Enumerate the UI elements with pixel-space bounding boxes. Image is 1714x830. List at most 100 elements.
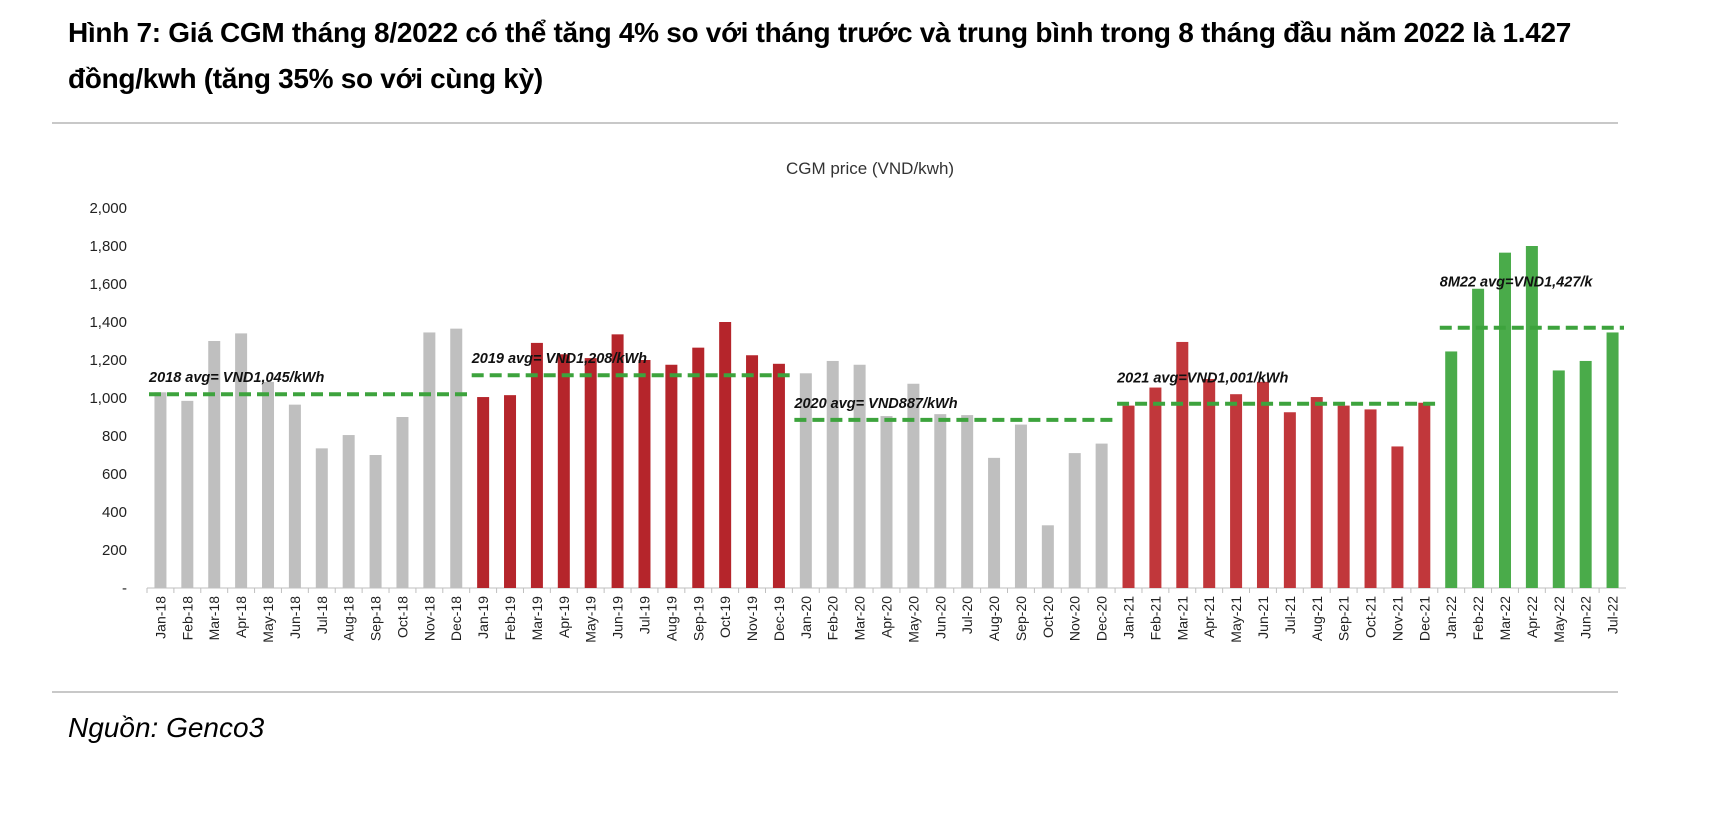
average-lines: 2018 avg= VND1,045/kWh 2019 avg= VND1,208… (148, 275, 1624, 422)
bar-aug-20 (988, 457, 1001, 588)
bar-may-22 (1552, 370, 1565, 588)
chart-title: CGM price (VND/kwh) (786, 159, 954, 178)
avg-label-2: 2020 avg= VND887/kWh (793, 396, 957, 412)
x-tick-label: Aug-18 (341, 596, 357, 641)
bar-sep-19 (692, 347, 705, 588)
bar-jul-22 (1606, 332, 1619, 588)
y-tick-label: 2,000 (89, 200, 127, 217)
bar-jan-20 (799, 373, 812, 588)
bottom-divider (52, 691, 1618, 693)
bar-jul-21 (1283, 412, 1296, 588)
avg-label-3: 2021 avg=VND1,001/kWh (1116, 371, 1288, 387)
x-tick-label: Sep-20 (1013, 596, 1029, 641)
bar-feb-19 (504, 395, 517, 588)
x-tick-label: Jan-18 (152, 596, 168, 639)
bar-sep-21 (1337, 405, 1350, 588)
x-tick-label: Apr-19 (556, 596, 572, 638)
bar-jun-21 (1256, 381, 1269, 588)
x-tick-label: Nov-18 (421, 596, 437, 641)
x-tick-label: Dec-21 (1416, 596, 1432, 641)
y-tick-label: 600 (102, 466, 127, 483)
x-tick-label: Mar-22 (1497, 596, 1513, 641)
x-tick-label: Sep-21 (1336, 596, 1352, 641)
bar-jul-20 (961, 415, 974, 588)
bar-sep-18 (369, 455, 382, 588)
x-tick-label: Jul-20 (959, 596, 975, 634)
bar-feb-18 (181, 400, 194, 588)
x-tick-label: Aug-19 (663, 596, 679, 641)
x-tick-label: Jul-22 (1605, 596, 1621, 634)
x-tick-label: Mar-19 (529, 596, 545, 641)
bar-nov-20 (1068, 453, 1081, 588)
bar-apr-22 (1525, 246, 1538, 588)
x-tick-label: May-19 (583, 596, 599, 643)
bar-aug-19 (665, 364, 678, 588)
x-tick-label: Oct-20 (1040, 596, 1056, 638)
y-tick-label: 1,000 (89, 390, 127, 407)
bar-nov-18 (423, 332, 436, 588)
bar-dec-18 (450, 328, 463, 588)
bar-jan-18 (154, 392, 167, 588)
bar-may-20 (907, 383, 920, 588)
x-tick-label: Nov-21 (1389, 596, 1405, 641)
x-tick-label: Jul-19 (636, 596, 652, 634)
x-tick-label: Dec-19 (771, 596, 787, 641)
x-tick-label: Jan-22 (1443, 596, 1459, 639)
bar-nov-19 (746, 355, 759, 588)
x-tick-label: Oct-19 (717, 596, 733, 638)
x-tick-label: Jan-19 (475, 596, 491, 639)
bar-oct-18 (396, 417, 409, 588)
x-tick-label: Jun-19 (610, 596, 626, 639)
bar-may-21 (1230, 394, 1243, 588)
x-tick-label: Feb-18 (179, 596, 195, 641)
x-tick-label: Jul-21 (1282, 596, 1298, 634)
bar-apr-19 (557, 354, 570, 588)
y-tick-label: 1,600 (89, 276, 127, 293)
x-tick-label: Feb-21 (1147, 596, 1163, 641)
top-divider (52, 122, 1618, 124)
bar-jul-18 (315, 448, 328, 588)
y-tick-label: 400 (102, 504, 127, 521)
bar-jun-18 (288, 404, 301, 588)
bar-mar-19 (530, 342, 543, 588)
y-tick-label: - (122, 580, 127, 597)
bar-jan-19 (477, 397, 490, 588)
x-tick-label: Apr-21 (1201, 596, 1217, 638)
x-tick-label: Mar-18 (206, 596, 222, 641)
avg-label-1: 2019 avg= VND1,208/kWh (471, 351, 647, 367)
x-tick-label: Nov-19 (744, 596, 760, 641)
x-tick-label: Jun-18 (287, 596, 303, 639)
bar-apr-21 (1203, 379, 1216, 588)
x-tick-label: Feb-20 (825, 596, 841, 641)
y-axis: - 200 400 600 800 1,000 1,200 1,400 1,600 1,800 2,… (89, 200, 1626, 597)
bar-jun-19 (611, 334, 624, 588)
bar-oct-21 (1364, 409, 1377, 588)
avg-label-4: 8M22 avg=VND1,427/k (1440, 275, 1594, 291)
x-axis: Jan-18 Feb-18 Mar-18 Apr-18 May-18 Jun-18 Jul-… (146, 588, 1621, 643)
x-tick-label: Apr-20 (879, 596, 895, 638)
bar-jan-21 (1122, 405, 1135, 588)
bar-feb-20 (826, 360, 839, 588)
bar-mar-18 (208, 341, 221, 588)
y-tick-label: 800 (102, 428, 127, 445)
y-tick-label: 1,800 (89, 238, 127, 255)
x-tick-label: Apr-18 (233, 596, 249, 638)
bar-jun-22 (1579, 360, 1592, 588)
x-tick-label: May-18 (260, 596, 276, 643)
bar-feb-21 (1149, 387, 1162, 588)
bar-nov-21 (1391, 446, 1404, 588)
x-tick-label: Mar-21 (1174, 596, 1190, 641)
x-tick-label: Aug-21 (1309, 596, 1325, 641)
bar-feb-22 (1472, 288, 1485, 588)
x-tick-label: Jun-20 (932, 596, 948, 639)
x-tick-label: Sep-19 (690, 596, 706, 641)
figure-title: Hình 7: Giá CGM tháng 8/2022 có thể tăng… (68, 17, 1572, 94)
bar-jan-22 (1445, 351, 1458, 588)
bar-oct-20 (1041, 525, 1054, 588)
bar-oct-19 (719, 322, 732, 588)
x-tick-label: Nov-20 (1067, 596, 1083, 641)
y-tick-label: 1,400 (89, 314, 127, 331)
x-tick-label: Dec-20 (1094, 596, 1110, 641)
source-note: Nguồn: Genco3 (68, 712, 265, 743)
